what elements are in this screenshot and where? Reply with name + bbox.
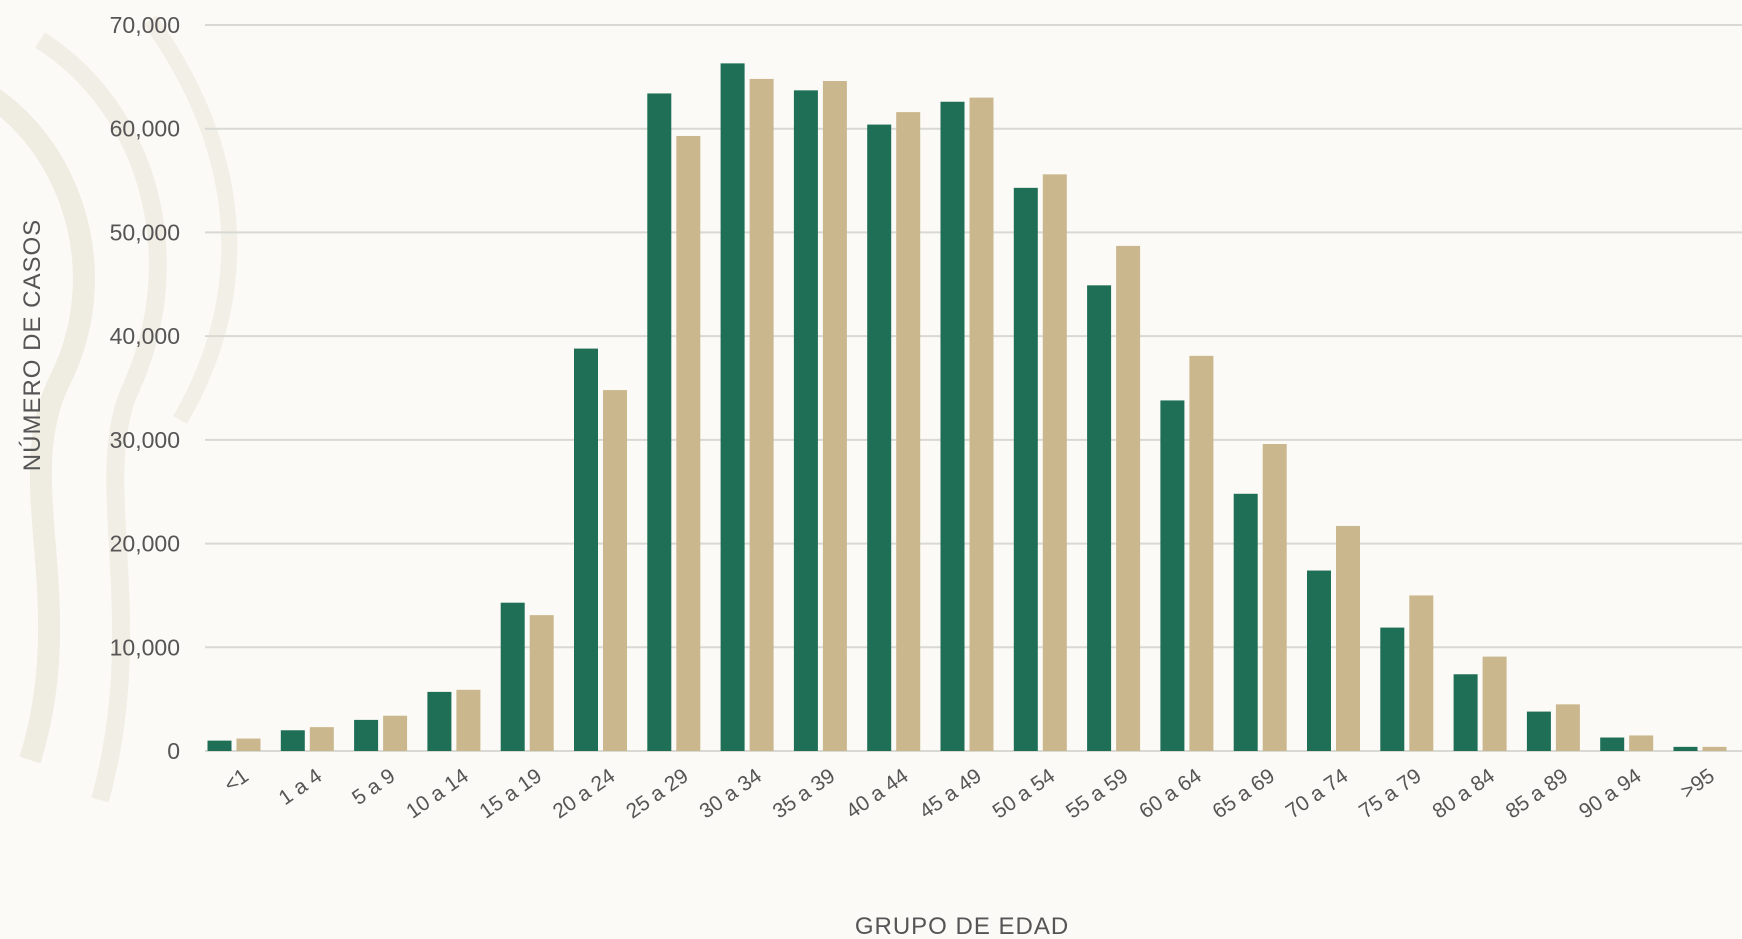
bar-series-1 — [207, 740, 232, 751]
bar-series-1 — [867, 124, 892, 751]
bar-series-1 — [500, 602, 525, 751]
x-tick-label: 20 a 24 — [549, 764, 620, 823]
bar-series-2 — [969, 97, 994, 752]
bar-series-2 — [1629, 735, 1654, 751]
x-tick-label: 55 a 59 — [1062, 764, 1133, 823]
y-tick-label: 20,000 — [110, 531, 180, 557]
bar-series-1 — [1013, 187, 1038, 751]
bar-series-2 — [236, 738, 261, 751]
bar-series-1 — [1307, 570, 1331, 751]
bar-series-1 — [940, 101, 965, 751]
bar-series-2 — [749, 78, 774, 752]
bar-series-2 — [1042, 174, 1067, 751]
bar-series-1 — [280, 730, 305, 751]
bar-series-2 — [603, 390, 627, 751]
bar-series-1 — [1600, 737, 1625, 751]
x-tick-label: 30 a 34 — [695, 764, 766, 823]
x-tick-label: 65 a 69 — [1208, 764, 1279, 823]
bar-series-2 — [1702, 746, 1727, 751]
bar-series-2 — [383, 715, 408, 751]
x-tick-label: 90 a 94 — [1575, 764, 1646, 823]
bar-series-2 — [1189, 355, 1214, 751]
bar-series-1 — [574, 348, 598, 751]
y-tick-label: 30,000 — [110, 427, 180, 453]
y-tick-label: 60,000 — [110, 116, 180, 142]
x-tick-label: 80 a 84 — [1428, 764, 1499, 823]
bar-series-2 — [1116, 245, 1141, 751]
bar-series-2 — [456, 689, 481, 751]
bar-series-1 — [720, 63, 745, 752]
x-tick-label: 70 a 74 — [1282, 764, 1353, 823]
x-axis-label: GRUPO DE EDAD — [855, 913, 1069, 939]
x-tick-label: 40 a 44 — [842, 764, 913, 823]
bar-series-2 — [1336, 525, 1360, 751]
bar-series-1 — [647, 93, 672, 752]
bar-series-2 — [1482, 656, 1507, 751]
bar-series-1 — [1453, 674, 1478, 751]
y-axis-label: NÚMERO DE CASOS — [19, 219, 46, 471]
bar-series-1 — [1233, 493, 1258, 751]
bars — [207, 63, 1727, 752]
background-watermark — [0, 15, 238, 803]
bar-series-2 — [896, 112, 921, 752]
y-tick-label: 50,000 — [110, 219, 180, 245]
y-axis-ticks: 0 10,000 20,000 30,000 40,000 50,000 60,000 70,… — [110, 12, 180, 764]
x-tick-label: 85 a 89 — [1502, 764, 1573, 823]
bar-series-1 — [1380, 627, 1405, 751]
x-tick-label: <1 — [220, 764, 253, 797]
x-tick-label: 10 a 14 — [402, 764, 473, 823]
x-tick-label: 25 a 29 — [622, 764, 693, 823]
x-axis-ticks: <1 1 a 4 5 a 9 10 a 14 15 a 19 20 a 24 25 a 29… — [220, 764, 1719, 823]
bar-series-1 — [427, 691, 452, 751]
x-tick-label: 50 a 54 — [989, 764, 1060, 823]
x-tick-label: 35 a 39 — [769, 764, 840, 823]
bar-series-2 — [676, 135, 701, 751]
x-tick-label: 15 a 19 — [475, 764, 546, 823]
x-tick-label: 1 a 4 — [275, 764, 327, 810]
x-tick-label: 60 a 64 — [1135, 764, 1206, 823]
bar-series-1 — [1087, 285, 1112, 751]
bar-series-1 — [1526, 711, 1551, 751]
y-tick-label: 70,000 — [110, 12, 180, 38]
x-tick-label: 5 a 9 — [348, 764, 399, 810]
bar-series-2 — [1555, 704, 1580, 751]
bar-series-2 — [822, 81, 847, 751]
x-tick-label: 75 a 79 — [1355, 764, 1426, 823]
y-tick-label: 40,000 — [110, 323, 180, 349]
y-tick-label: 0 — [167, 738, 180, 764]
bar-series-2 — [529, 615, 554, 751]
x-tick-label: >95 — [1676, 764, 1718, 803]
bar-series-1 — [354, 719, 379, 751]
bar-series-2 — [309, 727, 334, 751]
bar-series-1 — [793, 90, 818, 752]
bar-series-1 — [1673, 746, 1698, 751]
bar-series-2 — [1409, 595, 1434, 751]
y-tick-label: 10,000 — [110, 634, 180, 660]
x-tick-label: 45 a 49 — [915, 764, 986, 823]
bar-series-1 — [1160, 400, 1185, 751]
bar-series-2 — [1262, 444, 1287, 751]
